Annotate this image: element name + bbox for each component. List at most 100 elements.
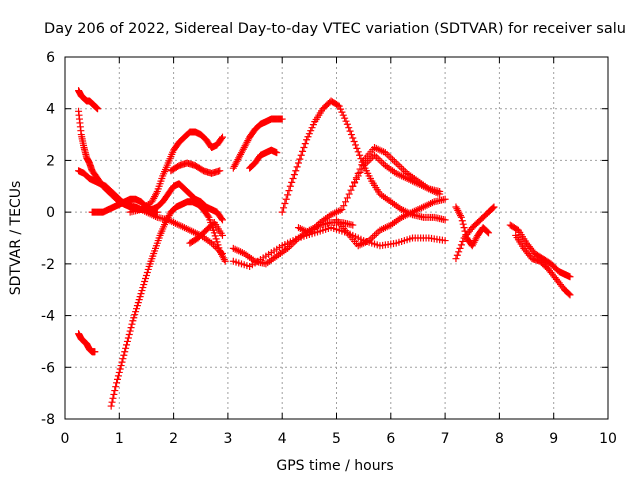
- data-point: [107, 402, 115, 410]
- series-track-14: [229, 224, 449, 270]
- data-point: [361, 160, 369, 168]
- data-point: [387, 154, 395, 162]
- data-point: [221, 257, 229, 265]
- data-point: [218, 231, 226, 239]
- data-point: [113, 379, 121, 387]
- data-point: [114, 372, 122, 380]
- data-point: [369, 233, 377, 241]
- data-point: [132, 305, 140, 313]
- data-point: [345, 124, 353, 132]
- y-tick-label: 2: [46, 153, 55, 169]
- data-point: [566, 291, 574, 299]
- series-track-21: [506, 221, 574, 281]
- data-point: [398, 164, 406, 172]
- x-tick-label: 9: [549, 431, 558, 447]
- data-point: [216, 167, 224, 175]
- tick-labels: 0 1 2 3 4 5 6 7 8 9 10 -8 -6 -4 -2 0 2 4 6: [41, 50, 617, 447]
- series-track-8: [121, 200, 226, 258]
- data-point: [218, 250, 226, 258]
- data-point: [341, 114, 349, 122]
- data-point: [116, 365, 124, 373]
- data-point: [124, 334, 132, 342]
- data-point: [347, 186, 355, 194]
- y-tick-label: -8: [41, 412, 55, 428]
- data-point: [129, 317, 137, 325]
- data-point: [307, 127, 315, 135]
- data-point: [280, 204, 288, 212]
- data-point: [457, 241, 465, 249]
- data-point: [139, 284, 147, 292]
- data-point: [285, 187, 293, 195]
- data-point: [210, 229, 218, 237]
- series-track-10: [186, 218, 226, 247]
- data-point: [110, 390, 118, 398]
- data-point: [123, 341, 131, 349]
- data-point: [460, 224, 468, 232]
- x-tick-label: 6: [386, 431, 395, 447]
- data-point: [140, 281, 148, 289]
- data-point: [281, 200, 289, 208]
- series-track-2: [75, 330, 99, 356]
- data-point: [349, 134, 357, 142]
- plot-frame: [64, 56, 609, 420]
- data-point: [337, 105, 345, 113]
- data-point: [394, 161, 402, 169]
- series-track-22: [512, 231, 574, 299]
- data-point: [566, 273, 574, 281]
- data-point: [441, 237, 449, 245]
- series-track-15: [278, 97, 449, 224]
- data-point: [273, 149, 281, 157]
- data-point: [374, 155, 382, 163]
- data-point: [340, 202, 348, 210]
- data-point: [301, 140, 309, 148]
- data-point: [131, 311, 139, 319]
- data-point: [142, 275, 150, 283]
- data-point: [152, 189, 160, 197]
- data-point: [490, 203, 498, 211]
- data-point: [346, 127, 354, 135]
- data-point: [144, 265, 152, 273]
- data-point: [399, 166, 407, 174]
- series-track-1: [75, 87, 102, 113]
- series-track-17: [333, 195, 449, 250]
- data-point: [338, 206, 346, 214]
- data-point: [290, 171, 298, 179]
- data-point: [455, 248, 463, 256]
- data-point: [109, 394, 117, 402]
- data-point: [452, 255, 460, 263]
- series-track-6: [107, 198, 229, 410]
- data-point: [303, 136, 311, 144]
- data-point: [459, 237, 467, 245]
- data-point: [371, 231, 379, 239]
- data-point: [376, 156, 384, 164]
- data-point: [125, 331, 133, 339]
- y-tick-label: 0: [46, 205, 55, 221]
- data-point: [339, 111, 347, 119]
- data-point: [371, 151, 379, 159]
- data-point: [334, 101, 342, 109]
- data-point: [300, 144, 308, 151]
- x-axis-label: GPS time / hours: [276, 458, 393, 474]
- data-point: [296, 155, 304, 163]
- data-point: [436, 190, 444, 198]
- data-point: [127, 324, 135, 332]
- data-point: [358, 165, 366, 173]
- data-point: [211, 232, 219, 240]
- data-point: [112, 383, 120, 391]
- x-tick-label: 5: [332, 431, 341, 447]
- data-point: [284, 191, 292, 199]
- x-tick-label: 1: [115, 431, 124, 447]
- data-point: [282, 195, 290, 203]
- data-point: [135, 296, 143, 304]
- data-point: [123, 337, 131, 345]
- data-point: [111, 387, 119, 395]
- series-track-9: [167, 159, 224, 177]
- y-tick-label: 6: [46, 50, 55, 66]
- data-point: [457, 213, 465, 221]
- data-point: [122, 344, 130, 352]
- data-point: [143, 268, 151, 276]
- data-point: [389, 156, 397, 164]
- data-point: [484, 228, 492, 236]
- data-point: [338, 108, 346, 116]
- x-tick-label: 0: [61, 431, 70, 447]
